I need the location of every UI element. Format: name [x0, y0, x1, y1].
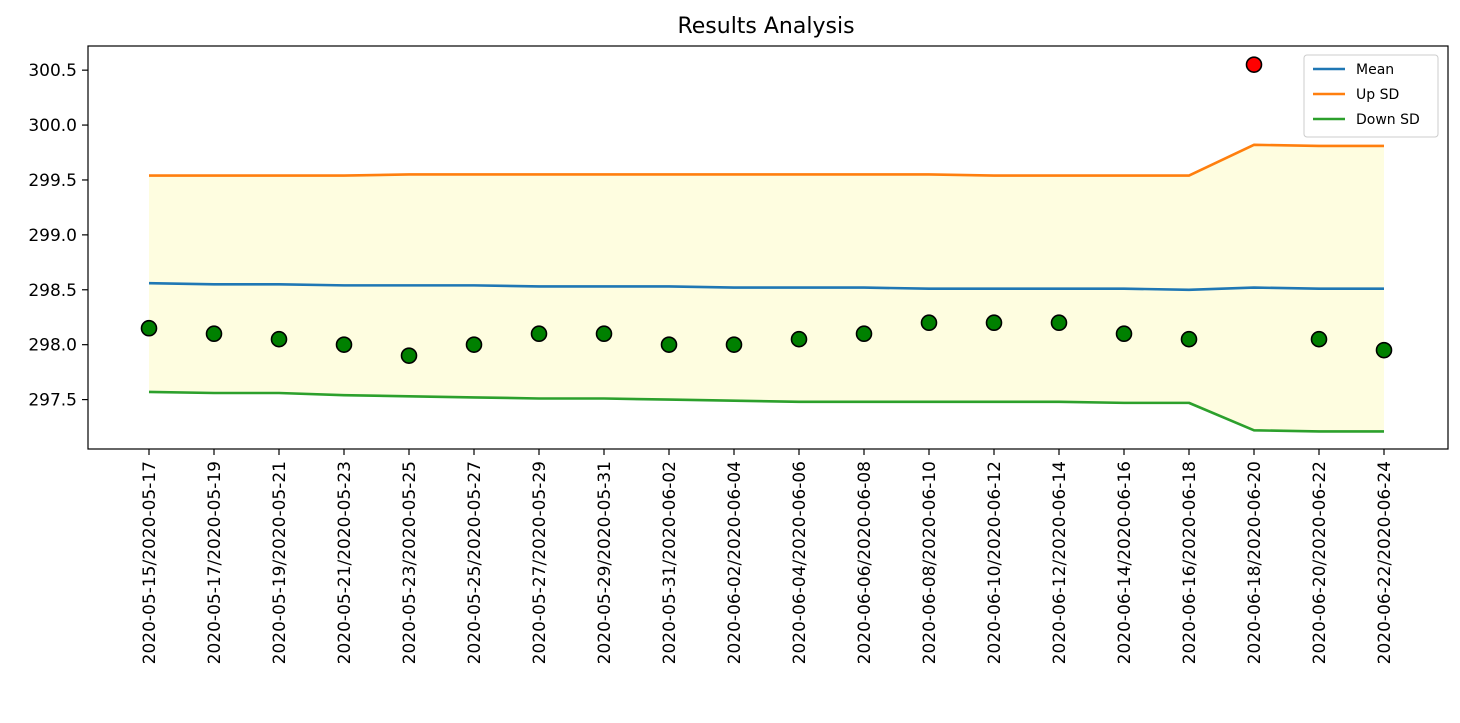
x-tick-label: 2020-06-12/2020-06-14	[1050, 461, 1070, 664]
x-tick-label: 2020-06-04/2020-06-06	[790, 461, 810, 664]
legend-label: Mean	[1356, 62, 1394, 78]
x-tick-label: 2020-05-17/2020-05-19	[205, 461, 225, 664]
data-point	[855, 325, 873, 343]
x-tick-label: 2020-05-19/2020-05-21	[270, 461, 290, 664]
x-tick-label: 2020-05-21/2020-05-23	[335, 461, 355, 664]
series-line-down-sd	[148, 390, 1384, 433]
x-tick-label: 2020-05-23/2020-05-25	[400, 461, 420, 664]
data-point	[1180, 330, 1198, 348]
data-point	[1310, 330, 1328, 348]
data-point	[530, 325, 548, 343]
plot-frame	[87, 45, 1449, 450]
x-tick-label: 2020-05-31/2020-06-02	[660, 461, 680, 664]
data-point	[335, 336, 353, 353]
legend-label: Up SD	[1356, 87, 1399, 103]
x-tick-label: 2020-05-15/2020-05-17	[140, 461, 160, 664]
legend: Mean Up SD Down SD	[1303, 54, 1439, 138]
x-tick-label: 2020-06-10/2020-06-12	[985, 461, 1005, 664]
x-tick-label: 2020-06-18/2020-06-20	[1245, 461, 1265, 664]
data-point	[1050, 314, 1068, 332]
x-tick-label: 2020-06-22/2020-06-24	[1375, 461, 1395, 664]
x-tick-label: 2020-06-14/2020-06-16	[1115, 461, 1135, 664]
x-tick-label: 2020-05-29/2020-05-31	[595, 461, 615, 664]
data-point	[790, 330, 808, 348]
data-point	[1115, 325, 1133, 343]
series-line-up-sd	[149, 143, 1384, 177]
data-point	[1375, 341, 1393, 359]
y-tick-label: 298.5	[28, 281, 77, 301]
data-point	[140, 319, 158, 337]
data-point	[400, 347, 418, 364]
legend-label: Down SD	[1356, 112, 1420, 128]
data-point	[465, 336, 483, 353]
x-tick-label: 2020-06-20/2020-06-22	[1310, 461, 1330, 664]
data-point	[595, 325, 613, 343]
legend-box	[1303, 54, 1439, 138]
data-point	[660, 336, 678, 353]
x-tick-label: 2020-06-02/2020-06-04	[725, 461, 745, 664]
y-tick-label: 299.5	[28, 171, 77, 191]
data-point	[205, 325, 223, 343]
x-tick-label: 2020-05-27/2020-05-29	[530, 461, 550, 664]
y-tick-label: 300.5	[28, 61, 77, 81]
data-point	[920, 314, 938, 332]
data-point	[725, 336, 743, 353]
y-tick-label: 298.0	[28, 336, 77, 356]
axes: 297.5 298.0 298.5 299.0 299.5 300.0 300.5 2020-…	[28, 45, 1449, 664]
y-tick-label: 297.5	[28, 391, 77, 411]
x-tick-label: 2020-06-06/2020-06-08	[855, 461, 875, 664]
y-tick-label: 299.0	[28, 226, 77, 246]
chart-title: Results Analysis	[677, 14, 854, 39]
x-tick-label: 2020-06-08/2020-06-10	[920, 461, 940, 664]
outlier-point	[1245, 56, 1263, 73]
data-point	[270, 330, 288, 348]
series-line-mean	[148, 281, 1384, 292]
x-tick-label: 2020-06-16/2020-06-18	[1180, 461, 1200, 664]
x-tick-label: 2020-05-25/2020-05-27	[465, 461, 485, 664]
plot-area	[140, 56, 1393, 433]
y-tick-label: 300.0	[28, 116, 77, 136]
data-point	[985, 314, 1003, 332]
